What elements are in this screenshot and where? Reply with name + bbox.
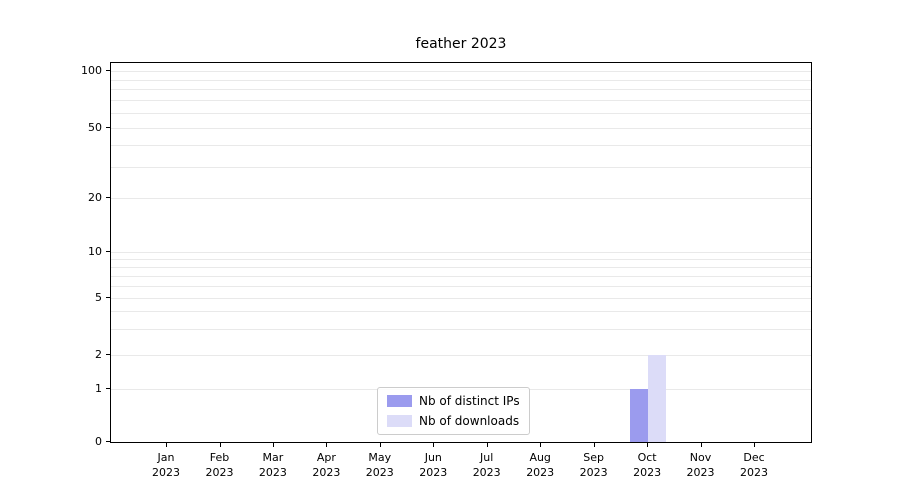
y-tick-label: 20	[88, 191, 102, 205]
gridline	[111, 112, 811, 114]
y-tick-mark	[106, 126, 110, 128]
x-tick-mark	[219, 443, 221, 447]
legend-item: Nb of downloads	[387, 414, 520, 428]
x-tick-mark	[379, 443, 381, 447]
x-tick-mark	[272, 443, 274, 447]
legend-label: Nb of downloads	[419, 414, 520, 428]
x-tick-mark	[326, 443, 328, 447]
gridline	[111, 100, 811, 102]
x-tick-label: Aug 2023	[526, 451, 555, 479]
gridline	[111, 145, 811, 146]
y-tick-label: 50	[88, 120, 102, 134]
y-tick-label: 0	[95, 435, 102, 448]
x-tick-label: Dec 2023	[740, 451, 768, 479]
x-tick-label: May 2023	[365, 451, 394, 479]
bar-nb-of-distinct-ips	[630, 389, 649, 442]
y-tick-mark	[106, 353, 110, 355]
gridline	[111, 354, 811, 356]
x-tick-mark	[540, 443, 542, 447]
legend: Nb of distinct IPs Nb of downloads	[377, 387, 530, 435]
y-tick-mark	[106, 388, 110, 390]
y-tick-label: 1	[95, 382, 102, 396]
gridline	[111, 285, 811, 287]
plot-area: Nb of distinct IPs Nb of downloads	[110, 62, 812, 443]
gridline	[111, 311, 811, 313]
gridline	[111, 275, 811, 277]
x-tick-mark	[593, 443, 595, 447]
y-tick-mark	[106, 296, 110, 298]
legend-item: Nb of distinct IPs	[387, 394, 520, 408]
x-tick-label: Jul 2023	[472, 451, 501, 479]
x-tick-mark	[166, 443, 167, 447]
x-tick-mark	[486, 443, 488, 447]
gridline	[111, 266, 811, 268]
gridline	[111, 329, 811, 331]
gridline	[111, 127, 811, 129]
gridline	[111, 259, 811, 260]
legend-swatch	[387, 415, 412, 427]
gridline	[111, 198, 811, 200]
y-tick-mark	[106, 251, 110, 253]
x-tick-label: Jun 2023	[419, 451, 448, 479]
y-tick-mark	[106, 197, 110, 199]
y-tick-label: 10	[88, 245, 102, 259]
y-tick-label: 5	[95, 290, 102, 304]
gridline	[111, 167, 811, 169]
x-tick-mark	[754, 443, 755, 447]
gridline	[111, 89, 811, 91]
x-tick-label: Apr 2023	[312, 451, 341, 479]
y-tick-mark	[106, 70, 110, 71]
x-tick-mark	[700, 443, 702, 447]
bar-nb-of-downloads	[648, 354, 667, 442]
x-tick-label: Sep 2023	[579, 451, 608, 479]
x-tick-mark	[433, 443, 435, 447]
x-tick-label: Jan 2023	[152, 451, 180, 479]
legend-label: Nb of distinct IPs	[419, 394, 520, 408]
chart-title: feather 2023	[415, 36, 507, 52]
gridline	[111, 79, 811, 81]
x-tick-label: Nov 2023	[686, 451, 715, 479]
gridline	[111, 71, 811, 72]
x-tick-mark	[647, 443, 649, 447]
gridline	[111, 252, 811, 254]
y-tick-label: 100	[81, 64, 102, 77]
x-tick-label: Oct 2023	[633, 451, 662, 479]
x-tick-label: Feb 2023	[205, 451, 234, 479]
legend-swatch	[387, 395, 412, 407]
y-tick-label: 2	[95, 347, 102, 361]
x-tick-label: Mar 2023	[258, 451, 287, 479]
y-tick-mark	[106, 441, 110, 442]
gridline	[111, 297, 811, 299]
